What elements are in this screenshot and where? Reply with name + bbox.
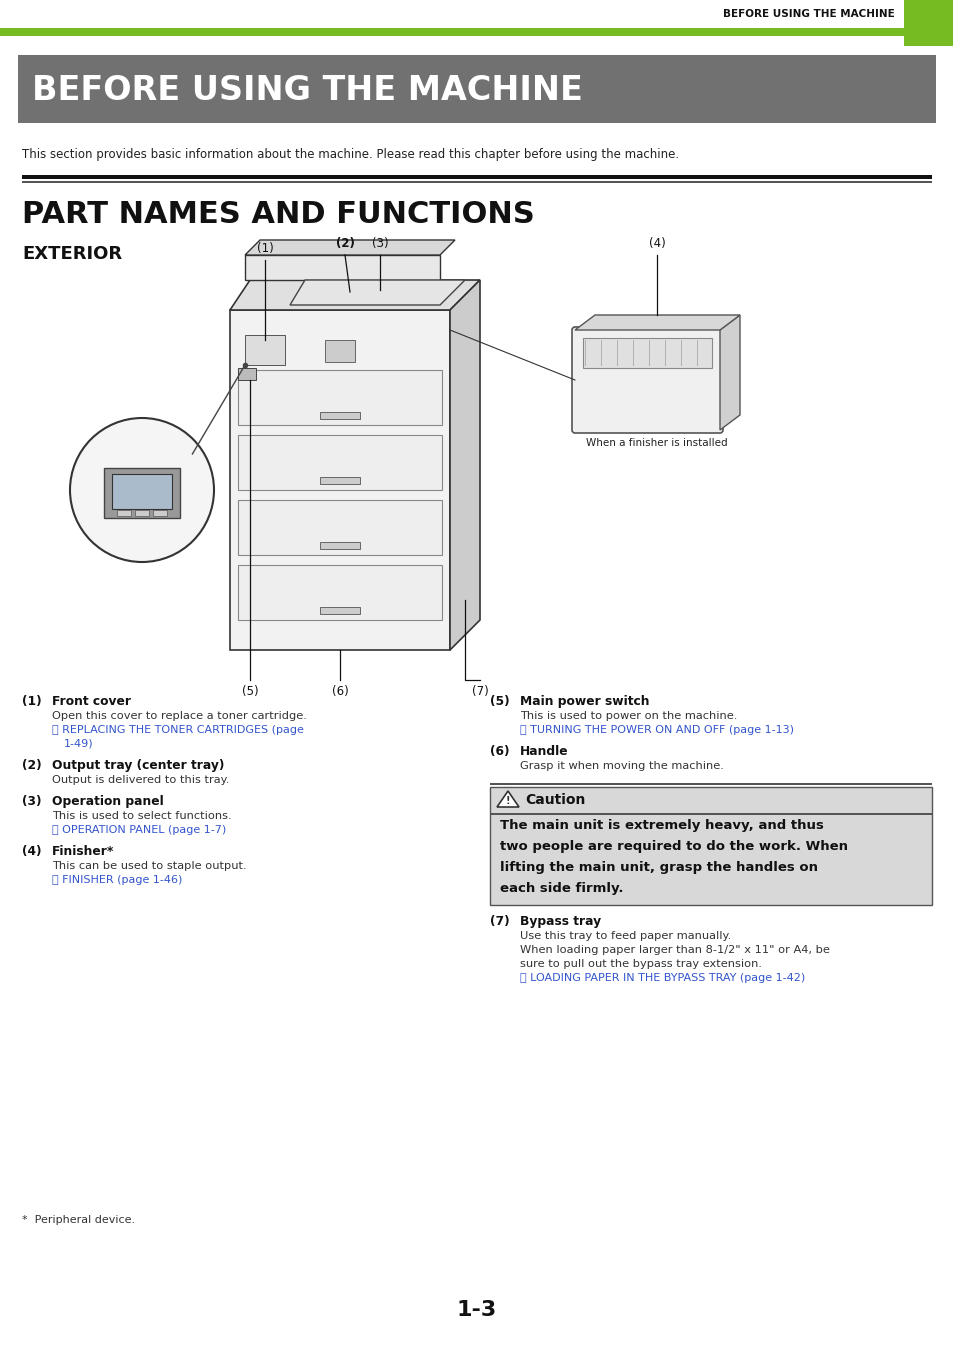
Text: EXTERIOR: EXTERIOR xyxy=(22,244,122,263)
Text: (7): (7) xyxy=(490,915,509,927)
Bar xyxy=(237,370,441,425)
Bar xyxy=(319,541,359,549)
Bar xyxy=(490,813,931,814)
Text: (6): (6) xyxy=(332,684,348,698)
Polygon shape xyxy=(450,279,479,649)
Bar xyxy=(230,310,450,649)
Bar xyxy=(237,500,441,555)
Text: When a finisher is installed: When a finisher is installed xyxy=(585,437,727,448)
Text: Ⓟ REPLACING THE TONER CARTRIDGES (page: Ⓟ REPLACING THE TONER CARTRIDGES (page xyxy=(52,725,304,734)
Text: PART NAMES AND FUNCTIONS: PART NAMES AND FUNCTIONS xyxy=(22,200,535,230)
Circle shape xyxy=(70,418,213,562)
Polygon shape xyxy=(230,279,479,310)
Bar xyxy=(237,369,255,379)
Bar xyxy=(18,55,935,123)
Polygon shape xyxy=(575,315,740,329)
Text: Ⓟ LOADING PAPER IN THE BYPASS TRAY (page 1-42): Ⓟ LOADING PAPER IN THE BYPASS TRAY (page… xyxy=(519,973,804,983)
Text: Front cover: Front cover xyxy=(52,695,131,707)
Text: lifting the main unit, grasp the handles on: lifting the main unit, grasp the handles… xyxy=(499,861,817,873)
Text: sure to pull out the bypass tray extension.: sure to pull out the bypass tray extensi… xyxy=(519,958,761,969)
Text: BEFORE USING THE MACHINE: BEFORE USING THE MACHINE xyxy=(32,74,582,108)
Text: (3): (3) xyxy=(22,795,42,809)
Bar xyxy=(135,510,149,516)
Text: Open this cover to replace a toner cartridge.: Open this cover to replace a toner cartr… xyxy=(52,711,307,721)
Text: each side firmly.: each side firmly. xyxy=(499,882,623,895)
Text: (3): (3) xyxy=(372,238,388,250)
Text: (4): (4) xyxy=(648,238,664,250)
Text: (1): (1) xyxy=(256,242,274,255)
Text: Ⓟ OPERATION PANEL (page 1-7): Ⓟ OPERATION PANEL (page 1-7) xyxy=(52,825,226,836)
Bar xyxy=(22,176,931,180)
Text: (2): (2) xyxy=(22,759,42,772)
Bar xyxy=(319,608,359,614)
Polygon shape xyxy=(290,279,464,305)
Text: (2): (2) xyxy=(335,238,355,250)
Text: (5): (5) xyxy=(241,684,258,698)
Bar xyxy=(325,340,355,362)
Bar xyxy=(0,28,953,46)
Text: This section provides basic information about the machine. Please read this chap: This section provides basic information … xyxy=(22,148,679,161)
Text: (4): (4) xyxy=(22,845,42,859)
Bar xyxy=(245,335,285,365)
Polygon shape xyxy=(497,791,518,807)
Text: *  Peripheral device.: * Peripheral device. xyxy=(22,1215,135,1224)
Text: Handle: Handle xyxy=(519,745,568,757)
Text: Caution: Caution xyxy=(524,792,585,807)
Text: (7): (7) xyxy=(471,684,488,698)
Text: This can be used to staple output.: This can be used to staple output. xyxy=(52,861,247,871)
Bar xyxy=(237,435,441,490)
Text: 1-49): 1-49) xyxy=(64,738,93,749)
Text: !: ! xyxy=(505,796,510,806)
Bar xyxy=(0,28,903,36)
Polygon shape xyxy=(720,315,740,431)
FancyBboxPatch shape xyxy=(572,327,722,433)
Text: (5): (5) xyxy=(490,695,509,707)
Text: two people are required to do the work. When: two people are required to do the work. … xyxy=(499,840,847,853)
Bar xyxy=(319,412,359,418)
Text: (6): (6) xyxy=(490,745,509,757)
Bar xyxy=(112,474,172,509)
Text: 1-3: 1-3 xyxy=(456,1300,497,1320)
Text: Bypass tray: Bypass tray xyxy=(519,915,600,927)
Bar xyxy=(490,783,931,784)
Bar xyxy=(0,0,953,28)
Text: This is used to select functions.: This is used to select functions. xyxy=(52,811,232,821)
Text: Output is delivered to this tray.: Output is delivered to this tray. xyxy=(52,775,229,784)
Text: (1): (1) xyxy=(22,695,42,707)
Bar xyxy=(152,510,167,516)
Bar xyxy=(117,510,131,516)
Text: The main unit is extremely heavy, and thus: The main unit is extremely heavy, and th… xyxy=(499,819,823,832)
Text: Use this tray to feed paper manually.: Use this tray to feed paper manually. xyxy=(519,931,731,941)
Bar xyxy=(237,566,441,620)
Text: This is used to power on the machine.: This is used to power on the machine. xyxy=(519,711,737,721)
Bar xyxy=(0,0,903,28)
Text: When loading paper larger than 8-1/2" x 11" or A4, be: When loading paper larger than 8-1/2" x … xyxy=(519,945,829,954)
Bar xyxy=(903,0,953,46)
Bar xyxy=(490,787,931,904)
Text: BEFORE USING THE MACHINE: BEFORE USING THE MACHINE xyxy=(722,9,894,19)
Text: Ⓟ TURNING THE POWER ON AND OFF (page 1-13): Ⓟ TURNING THE POWER ON AND OFF (page 1-1… xyxy=(519,725,793,734)
Text: Finisher*: Finisher* xyxy=(52,845,114,859)
Bar xyxy=(22,181,931,184)
Text: Ⓟ FINISHER (page 1-46): Ⓟ FINISHER (page 1-46) xyxy=(52,875,182,886)
Bar xyxy=(582,338,711,369)
Bar xyxy=(245,255,439,279)
Bar xyxy=(104,468,180,518)
Bar xyxy=(319,477,359,485)
Text: Operation panel: Operation panel xyxy=(52,795,164,809)
Text: Grasp it when moving the machine.: Grasp it when moving the machine. xyxy=(519,761,723,771)
Polygon shape xyxy=(245,240,455,255)
Text: Output tray (center tray): Output tray (center tray) xyxy=(52,759,224,772)
Text: Main power switch: Main power switch xyxy=(519,695,649,707)
